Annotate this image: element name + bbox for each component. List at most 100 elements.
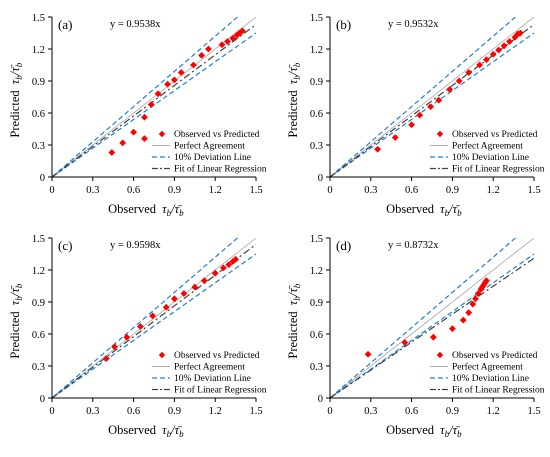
chart-panel: 0 0.3 0.6 0.9 1.2 1.5 0 0.3 0.6 0.9 1.2 1.5 (d) y = 0… <box>286 234 545 439</box>
y-tick-label: 0.3 <box>32 362 45 373</box>
data-point <box>483 277 490 285</box>
data-point <box>489 50 497 58</box>
perfect-agreement-line <box>330 17 534 177</box>
legend-label-observed: Observed vs Predicted <box>452 130 538 140</box>
x-tick-label: 1.2 <box>487 406 500 417</box>
regression-equation: y = 0.9598x <box>110 240 161 251</box>
chart-panel: 0 0.3 0.6 0.9 1.2 1.5 0 0.3 0.6 0.9 1.2 1.5 (b) y = 0… <box>286 13 545 218</box>
y-axis-label: Predicted τb/τ̄b <box>286 62 302 137</box>
y-tick-label: 0.3 <box>310 141 323 152</box>
chart-panel: 0 0.3 0.6 0.9 1.2 1.5 0 0.3 0.6 0.9 1.2 1.5 (a) y = 0… <box>8 13 267 218</box>
data-point <box>459 316 467 324</box>
data-point <box>224 38 231 45</box>
legend-label-deviation: 10% Deviation Line <box>452 374 529 384</box>
y-tick-label: 0 <box>40 173 45 184</box>
data-point <box>483 56 490 64</box>
x-tick-label: 1.2 <box>487 185 500 196</box>
data-point <box>478 283 486 291</box>
x-tick-label: 0 <box>49 406 54 417</box>
data-point <box>171 76 178 84</box>
x-tick-label: 0.6 <box>405 185 418 196</box>
data-point <box>401 339 409 346</box>
legend-label-perfect: Perfect Agreement <box>452 362 523 373</box>
legend-label-deviation: 10% Deviation Line <box>174 153 251 163</box>
x-tick-label: 0.9 <box>446 406 459 417</box>
deviation-lower-line <box>52 253 256 398</box>
y-tick-label: 0 <box>318 173 323 184</box>
data-point <box>236 29 244 37</box>
y-axis-label: Predicted τb/τ̄b <box>8 62 24 137</box>
data-point <box>472 295 479 303</box>
y-tick-label: 0.9 <box>32 298 45 309</box>
data-point <box>374 145 381 153</box>
perfect-agreement-line <box>52 238 256 398</box>
y-tick-label: 1.2 <box>310 45 323 56</box>
y-tick-label: 0.6 <box>310 109 323 120</box>
regression-equation: y = 0.9538x <box>110 19 161 30</box>
data-point <box>211 269 219 277</box>
x-tick-label: 0 <box>327 185 332 196</box>
legend-label-perfect: Perfect Agreement <box>174 141 245 152</box>
data-point <box>180 290 188 297</box>
legend-label-observed: Observed vs Predicted <box>174 351 260 361</box>
regression-equation: y = 0.9532x <box>388 19 439 30</box>
x-tick-label: 0.6 <box>405 406 418 417</box>
data-point <box>108 149 116 156</box>
y-tick-label: 0.9 <box>310 298 323 309</box>
x-tick-label: 0.3 <box>86 406 99 417</box>
x-axis-label: Observed τb/τ̄b <box>386 423 462 439</box>
y-tick-label: 0.6 <box>32 330 45 341</box>
data-point <box>517 29 524 37</box>
y-tick-label: 1.5 <box>310 234 323 245</box>
data-point <box>476 61 483 69</box>
x-axis-label: Observed τb/τ̄b <box>108 202 184 218</box>
panel-label: (b) <box>336 17 351 32</box>
data-point <box>435 96 443 104</box>
y-tick-label: 1.5 <box>310 13 323 24</box>
panel-label: (d) <box>336 238 351 253</box>
legend-label-perfect: Perfect Agreement <box>174 362 245 373</box>
data-point <box>225 261 233 269</box>
data-point <box>171 295 178 303</box>
data-point <box>218 41 226 49</box>
data-point <box>514 30 522 38</box>
data-point <box>469 300 477 308</box>
legend-marker-observed <box>158 130 166 138</box>
data-point <box>465 309 473 317</box>
regression-fit-line <box>330 257 534 398</box>
data-point <box>429 333 437 341</box>
data-point <box>191 283 199 291</box>
x-tick-label: 0.3 <box>364 185 377 196</box>
data-point <box>200 277 208 285</box>
data-point <box>465 69 473 76</box>
data-point <box>198 52 205 59</box>
x-tick-label: 1.2 <box>209 406 222 417</box>
x-tick-label: 1.2 <box>209 185 222 196</box>
legend-label-fit: Fit of Linear Regression <box>452 385 545 396</box>
y-tick-label: 0 <box>40 394 45 405</box>
x-tick-label: 0.6 <box>127 185 140 196</box>
data-point <box>162 303 170 311</box>
legend-label-fit: Fit of Linear Regression <box>174 385 267 396</box>
data-point <box>103 355 110 362</box>
data-point <box>111 343 118 351</box>
data-point <box>147 101 155 108</box>
data-point <box>205 45 212 53</box>
y-tick-label: 1.2 <box>32 45 45 56</box>
legend-label-fit: Fit of Linear Regression <box>174 164 267 175</box>
data-point <box>446 86 454 93</box>
legend-label-deviation: 10% Deviation Line <box>174 374 251 384</box>
data-point <box>474 290 482 297</box>
y-tick-label: 0.9 <box>310 77 323 88</box>
x-tick-label: 1.5 <box>527 406 540 417</box>
y-tick-label: 0.6 <box>310 330 323 341</box>
regression-equation: y = 0.8732x <box>388 240 439 251</box>
data-point <box>119 139 127 147</box>
x-tick-label: 0.9 <box>168 185 181 196</box>
deviation-upper-line <box>52 17 239 177</box>
y-tick-label: 0 <box>318 394 323 405</box>
legend-label-deviation: 10% Deviation Line <box>452 153 529 163</box>
regression-fit-line <box>52 243 256 398</box>
